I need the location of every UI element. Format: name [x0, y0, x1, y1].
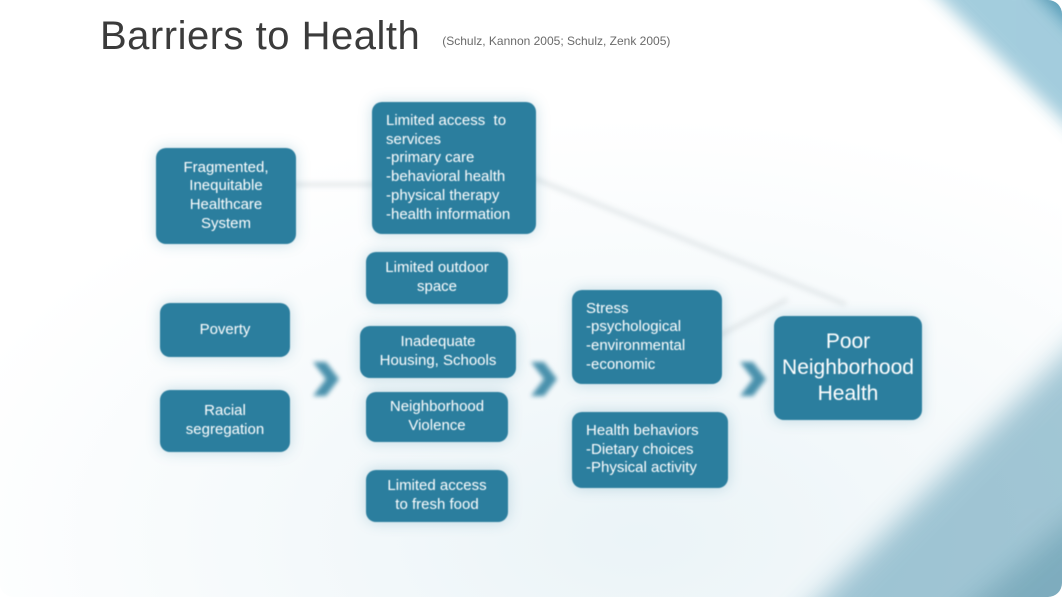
node-poverty: Poverty: [160, 303, 290, 357]
node-text: Neighborhood Violence: [390, 398, 484, 436]
node-inadequate-housing: Inadequate Housing, Schools: [360, 326, 516, 378]
page-title: Barriers to Health: [100, 14, 420, 59]
node-text: Limited access to fresh food: [387, 477, 486, 515]
node-text: Racial segregation: [186, 402, 264, 440]
node-fragmented-system: Fragmented, Inequitable Healthcare Syste…: [156, 148, 296, 244]
node-text: Fragmented, Inequitable Healthcare Syste…: [183, 159, 268, 234]
node-health-behaviors: Health behaviors -Dietary choices -Physi…: [572, 412, 728, 488]
connector-line: [511, 168, 846, 306]
node-neighborhood-violence: Neighborhood Violence: [366, 392, 508, 442]
node-stress: Stress -psychological -environmental -ec…: [572, 290, 722, 384]
node-limited-outdoor-space: Limited outdoor space: [366, 252, 508, 304]
node-limited-access-services: Limited access to services -primary care…: [372, 102, 536, 234]
node-text: Limited outdoor space: [385, 259, 488, 297]
chevron-icon: [531, 362, 557, 396]
chevron-icon: [313, 362, 339, 396]
node-text: Health behaviors -Dietary choices -Physi…: [586, 422, 714, 478]
slide: Barriers to Health (Schulz, Kannon 2005;…: [0, 0, 1062, 597]
connector-line: [284, 183, 384, 186]
node-text: Limited access to services -primary care…: [386, 112, 522, 225]
decorative-shape-top: [722, 0, 1062, 597]
node-text: Inadequate Housing, Schools: [380, 333, 497, 371]
node-text: Stress -psychological -environmental -ec…: [586, 300, 708, 375]
node-racial-segregation: Racial segregation: [160, 390, 290, 452]
node-poor-neighborhood-health: Poor Neighborhood Health: [774, 316, 922, 420]
citation-text: (Schulz, Kannon 2005; Schulz, Zenk 2005): [442, 34, 670, 48]
node-limited-fresh-food: Limited access to fresh food: [366, 470, 508, 522]
node-text: Poor Neighborhood Health: [782, 329, 914, 408]
title-block: Barriers to Health (Schulz, Kannon 2005;…: [100, 14, 670, 59]
chevron-icon: [740, 362, 766, 396]
node-text: Poverty: [200, 321, 251, 340]
